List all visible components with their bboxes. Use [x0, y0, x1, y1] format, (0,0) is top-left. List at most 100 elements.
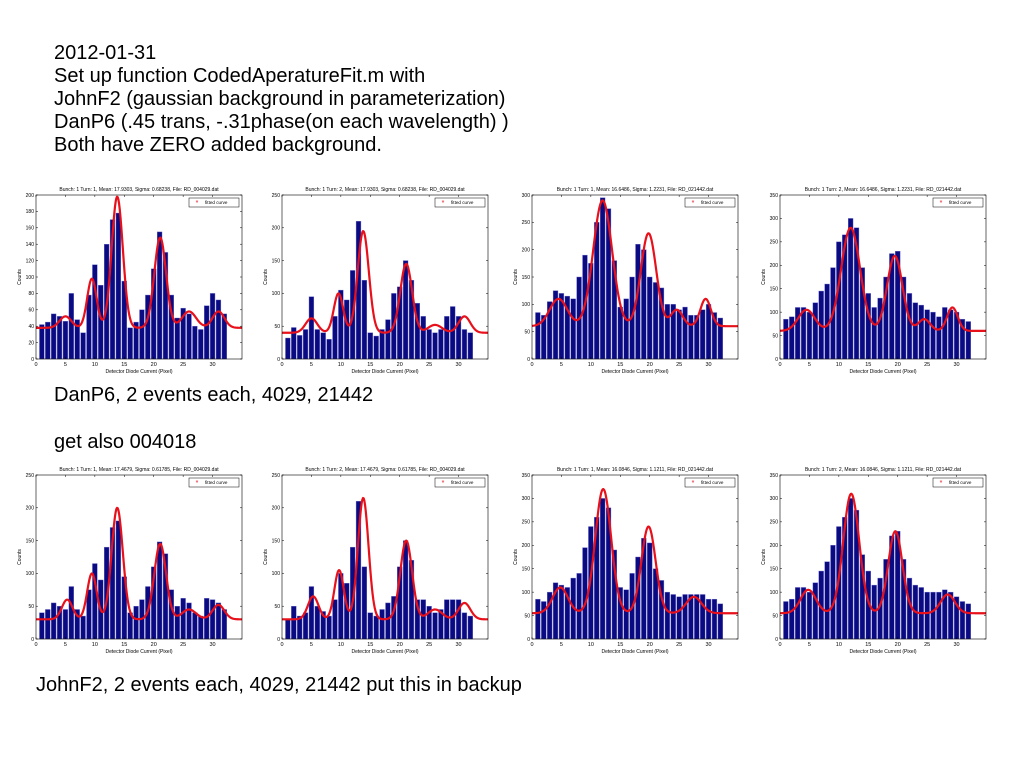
y-tick-label: 0: [277, 357, 280, 363]
y-tick-label: 40: [28, 324, 34, 330]
y-tick-label: 100: [26, 275, 35, 281]
bar: [98, 284, 104, 360]
x-tick-label: 30: [456, 642, 462, 648]
y-tick-label: 100: [522, 302, 531, 308]
bar: [308, 586, 315, 640]
x-tick-label: 5: [808, 362, 811, 368]
bar: [450, 599, 456, 640]
y-tick-label: 100: [770, 590, 779, 596]
intro-background-line: Both have ZERO added background.: [54, 134, 382, 156]
bar: [617, 306, 623, 360]
bar: [62, 321, 69, 360]
bar: [541, 601, 547, 640]
bar: [789, 598, 795, 640]
y-tick-label: 250: [272, 193, 281, 199]
bar: [39, 612, 45, 640]
y-tick-label: 150: [770, 567, 779, 573]
plot-frame: [531, 474, 739, 640]
x-tick-label: 25: [426, 362, 432, 368]
x-tick-label: 20: [647, 362, 653, 368]
x-tick-label: 20: [151, 642, 157, 648]
bar: [806, 311, 813, 360]
legend-box: [932, 477, 984, 488]
bar: [215, 299, 222, 360]
x-tick-label: 20: [397, 362, 403, 368]
plot-frame: [281, 194, 489, 360]
y-axis-label: Counts: [263, 549, 269, 565]
bar: [652, 282, 659, 360]
bar: [361, 566, 368, 640]
y-tick-label: 350: [770, 193, 779, 199]
bar: [812, 302, 818, 360]
y-tick-label: 300: [770, 496, 779, 502]
bar: [80, 332, 86, 360]
x-tick-label: 15: [617, 362, 623, 368]
chart-title: Bunch: 1 Turn: 1, Mean: 17.9303, Sigma: …: [59, 187, 219, 193]
bar: [209, 293, 216, 360]
bar: [420, 316, 426, 360]
bar: [535, 598, 541, 640]
y-axis-label: Counts: [761, 269, 767, 285]
bar: [438, 329, 444, 360]
x-tick-label: 10: [92, 362, 98, 368]
x-tick-label: 15: [367, 642, 373, 648]
bar: [936, 591, 942, 640]
plot-frame: [281, 474, 489, 640]
x-tick-label: 25: [180, 642, 186, 648]
legend-label: fitted curve: [949, 200, 972, 205]
y-axis-label: Counts: [513, 269, 519, 285]
x-tick-label: 30: [706, 362, 712, 368]
bar: [51, 313, 57, 360]
y-tick-label: 200: [272, 226, 281, 232]
x-tick-label: 15: [865, 642, 871, 648]
x-tick-label: 10: [836, 642, 842, 648]
bar: [367, 332, 373, 360]
bar: [367, 612, 373, 640]
intro-danp6-line: DanP6 (.45 trans, -.31phase(on each wave…: [54, 111, 509, 133]
bar: [68, 293, 74, 360]
bar: [402, 260, 409, 360]
x-tick-label: 30: [456, 362, 462, 368]
bar: [127, 327, 133, 360]
bar: [918, 304, 924, 360]
bar: [361, 280, 368, 360]
chart-bottom-2: Bunch: 1 Turn: 2, Mean: 17.4679, Sigma: …: [263, 467, 489, 655]
fitted-curve-line: [35, 506, 243, 621]
legend-label: fitted curve: [451, 480, 474, 485]
bar: [192, 325, 198, 360]
bar: [848, 498, 854, 640]
y-tick-label: 350: [522, 473, 531, 479]
bar: [326, 615, 332, 640]
bar: [676, 309, 682, 360]
bar: [600, 197, 606, 360]
legend-marker: *: [940, 200, 943, 207]
chart-bottom-1: Bunch: 1 Turn: 1, Mean: 17.4679, Sigma: …: [17, 467, 243, 655]
y-tick-label: 300: [770, 216, 779, 222]
legend-box: [932, 197, 984, 208]
x-tick-label: 5: [560, 362, 563, 368]
fitted-curve-line: [779, 226, 987, 332]
legend-label: fitted curve: [205, 200, 228, 205]
y-tick-label: 250: [522, 220, 531, 226]
bar: [806, 591, 813, 640]
bar: [444, 316, 450, 360]
legend-marker: *: [196, 200, 199, 207]
y-tick-label: 50: [28, 604, 34, 610]
y-tick-label: 50: [524, 613, 530, 619]
legend-box: [434, 197, 486, 208]
y-tick-label: 150: [272, 258, 281, 264]
x-tick-label: 20: [151, 362, 157, 368]
bar: [676, 596, 682, 640]
bar: [133, 605, 139, 640]
x-tick-label: 25: [426, 642, 432, 648]
bar: [174, 317, 180, 360]
bar: [379, 609, 385, 640]
y-tick-label: 180: [26, 209, 35, 215]
bar: [558, 584, 565, 640]
x-tick-label: 15: [121, 642, 127, 648]
x-tick-label: 5: [310, 362, 313, 368]
bar: [717, 603, 723, 640]
y-tick-label: 300: [522, 193, 531, 199]
bar: [924, 591, 930, 640]
bar: [450, 306, 456, 360]
